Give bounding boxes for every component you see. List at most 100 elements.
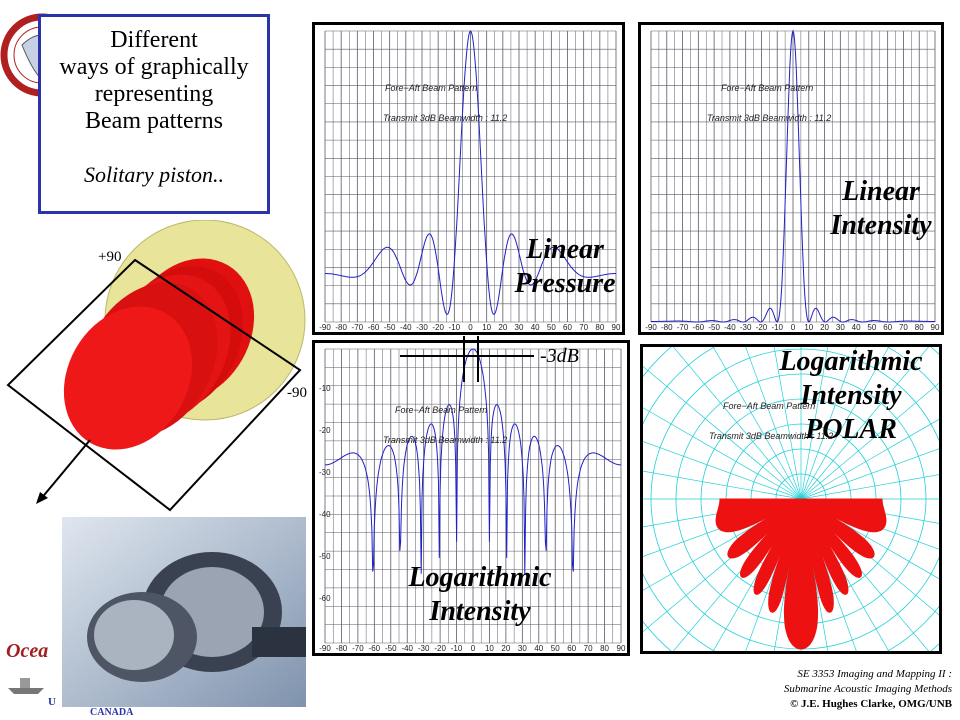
polar-grid-spoke (643, 470, 802, 500)
x-tick-label: -10 (451, 644, 463, 653)
x-tick-label: 70 (584, 644, 593, 653)
y-tick-label: -10 (319, 384, 331, 393)
x-tick-label: 70 (899, 323, 908, 332)
x-tick-label: -90 (319, 644, 331, 653)
x-tick-label: 40 (531, 323, 540, 332)
x-tick-label: 0 (468, 323, 473, 332)
x-tick-label: -60 (369, 644, 381, 653)
x-tick-label: 60 (567, 644, 576, 653)
series-line (651, 29, 935, 323)
x-tick-label: 80 (600, 644, 609, 653)
x-tick-label: -10 (771, 323, 783, 332)
polar-grid-spoke (800, 418, 939, 500)
x-tick-label: 60 (883, 323, 892, 332)
beamwidth-text: Transmit 3dB Beamwidth : 11.2 (707, 113, 832, 123)
panel-title: Logarithmic Intensity (375, 561, 585, 629)
minus3db-marker (400, 336, 534, 382)
x-tick-label: -90 (319, 323, 331, 332)
y-tick-label: -30 (319, 468, 331, 477)
x-tick-label: -50 (385, 644, 397, 653)
x-tick-label: 90 (612, 323, 621, 332)
polar-grid-spoke (643, 365, 802, 500)
x-tick-label: -40 (401, 644, 413, 653)
plus90-label: +90 (98, 249, 122, 265)
piston-3d-figure (6, 220, 306, 512)
x-tick-label: -50 (384, 323, 396, 332)
footer-subtitle: Submarine Acoustic Imaging Methods (783, 683, 952, 695)
log-intensity-chart: -90 -80 -70 -60 -50 -40 -30 -20 -10 0 10 20 30 40 50 60… (319, 348, 626, 653)
title-line-2: ways of graphically (59, 54, 249, 80)
footer-course: SE 3353 Imaging and Mapping II : (797, 668, 952, 680)
y-tick-label: -20 (319, 426, 331, 435)
beamwidth-text: Transmit 3dB Beamwidth : 11.2 (709, 431, 834, 441)
x-tick-label: 40 (534, 644, 543, 653)
polar-grid-spoke (800, 382, 939, 500)
polar-grid-spoke (643, 407, 802, 500)
x-tick-label: -30 (418, 644, 430, 653)
polar-grid-spoke (800, 498, 939, 580)
x-tick-label: 50 (551, 644, 560, 653)
polar-grid-spoke (800, 347, 930, 500)
x-tick-label: 60 (563, 323, 572, 332)
x-tick-label: 20 (498, 323, 507, 332)
x-tick-label: -70 (352, 323, 364, 332)
ocean-text: Ocea (6, 640, 49, 662)
u-text: U (48, 696, 56, 708)
polar-grid-spoke (800, 347, 829, 500)
polar-grid-spoke (800, 474, 939, 500)
polar-grid-spoke (712, 347, 802, 500)
x-tick-label: -30 (416, 323, 428, 332)
log-intensity-panel: -90 -80 -70 -60 -50 -40 -30 -20 -10 0 10 20 30 40 50 60… (312, 340, 630, 656)
x-tick-label: -80 (336, 644, 348, 653)
x-tick-label: -90 (645, 323, 657, 332)
x-tick-label: 90 (931, 323, 940, 332)
log-polar-chart (643, 347, 939, 651)
y-tick-label: -40 (319, 510, 331, 519)
x-tick-label: -10 (449, 323, 461, 332)
polar-grid-spoke (773, 347, 802, 500)
ship-icon (8, 678, 44, 694)
panel-title-line-1: Logarithmic (779, 346, 923, 377)
x-tick-label: 0 (471, 644, 476, 653)
panel-title-line-2: Intensity (429, 596, 531, 627)
x-tick-label: 50 (867, 323, 876, 332)
x-tick-label: 30 (836, 323, 845, 332)
x-tick-label: -60 (693, 323, 705, 332)
title-box: Different ways of graphically representi… (38, 14, 270, 214)
linear-pressure-chart: -90 -80 -70 -60 -50 -40 -30 -20 -10 0 10 20 30 40 50 60… (319, 30, 621, 332)
panel-title: Logarithmic Intensity POLAR (761, 345, 941, 447)
x-tick-label: -60 (368, 323, 380, 332)
x-tick-label: 10 (482, 323, 491, 332)
polar-grid-spoke (745, 347, 802, 500)
beamwidth-text: Transmit 3dB Beamwidth : 11.2 (383, 113, 508, 123)
panel-title-line-1: Logarithmic (408, 562, 552, 593)
x-tick-label: -20 (756, 323, 768, 332)
series-line (325, 30, 616, 316)
x-tick-label: 30 (515, 323, 524, 332)
x-tick-label: 20 (820, 323, 829, 332)
x-tick-label: 10 (485, 644, 494, 653)
x-tick-label: 80 (595, 323, 604, 332)
x-tick-label: -40 (400, 323, 412, 332)
x-tick-label: 80 (915, 323, 924, 332)
x-tick-label: 0 (791, 323, 796, 332)
pattern-title: Fore−Aft Beam Pattern (723, 401, 816, 411)
x-tick-label: -40 (724, 323, 736, 332)
polar-grid-spoke (643, 441, 802, 500)
linear-pressure-panel: -90 -80 -70 -60 -50 -40 -30 -20 -10 0 10 20 30 40 50 60… (312, 22, 625, 335)
pattern-title: Fore−Aft Beam Pattern (395, 405, 488, 415)
panel-title-line-2: Pressure (514, 268, 616, 299)
minus90-label: -90 (287, 385, 307, 401)
x-tick-label: -50 (708, 323, 720, 332)
y-tick-label: -60 (319, 594, 331, 603)
panel-title: Linear Intensity (821, 175, 941, 243)
panel-title-line-1: Linear (842, 176, 920, 207)
polar-grid-spoke (800, 347, 890, 500)
linear-intensity-chart: -90 -80 -70 -60 -50 -40 -30 -20 -10 0 10 20 30 40 50 60… (645, 29, 940, 332)
transducer-photo (62, 517, 306, 707)
title-subtitle: Solitary piston.. (84, 162, 224, 187)
x-tick-label: -80 (661, 323, 673, 332)
x-tick-label: 70 (579, 323, 588, 332)
title-line-3: representing (94, 81, 214, 107)
x-tick-label: -70 (352, 644, 364, 653)
